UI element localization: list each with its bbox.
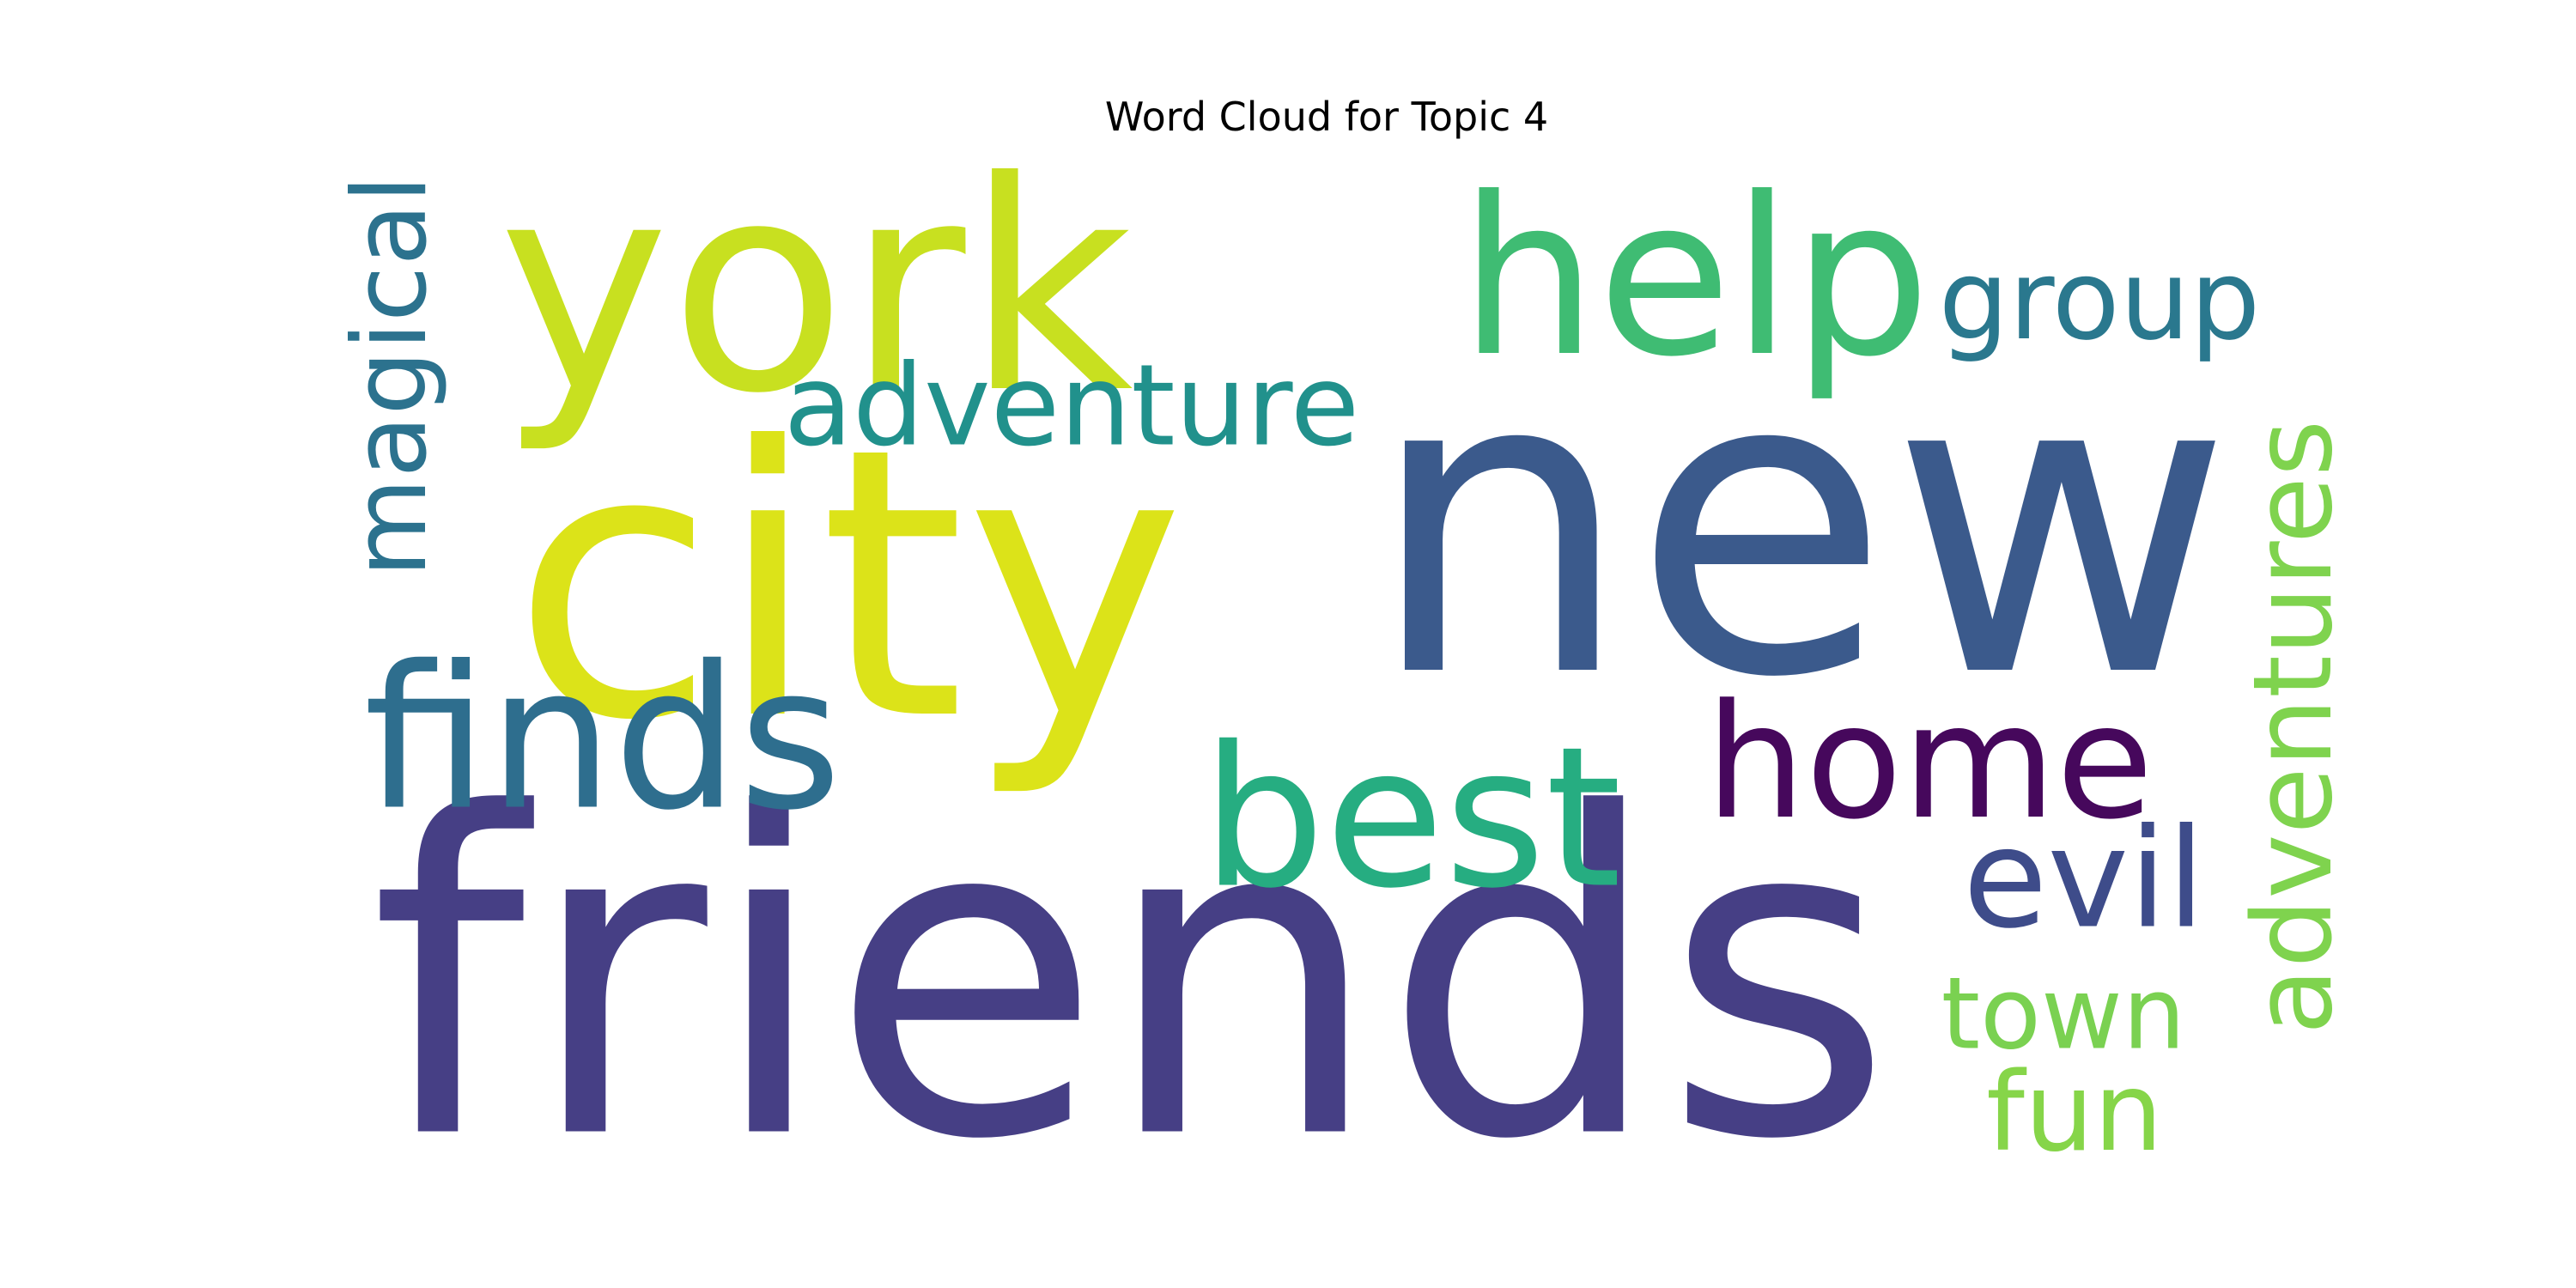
word-home: home — [1705, 671, 2154, 854]
word-help: help — [1459, 150, 1930, 404]
word-adventure: adventure — [784, 340, 1360, 471]
word-finds: finds — [364, 625, 841, 854]
word-best: best — [1202, 706, 1622, 932]
word-fun: fun — [1986, 1048, 2163, 1176]
word-town: town — [1941, 957, 2186, 1072]
word-adventures: adventures — [2229, 420, 2356, 1035]
word-city: city — [512, 369, 1185, 802]
word-friends: friends — [370, 722, 1894, 1236]
word-york: york — [498, 120, 1133, 457]
chart-title: Word Cloud for Topic 4 — [1104, 94, 1549, 140]
word-group: group — [1939, 236, 2261, 365]
word-evil: evil — [1963, 799, 2205, 959]
word-magical: magical — [331, 175, 450, 578]
word-new: new — [1367, 282, 2233, 769]
